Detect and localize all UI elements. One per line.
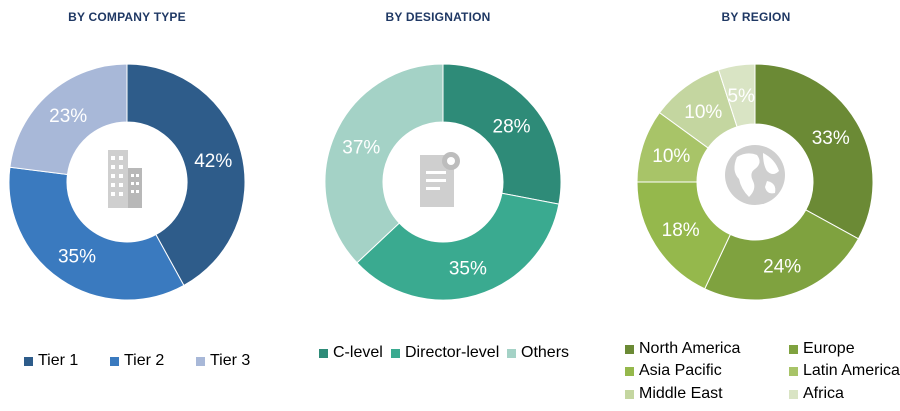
donut-slice-director-level xyxy=(356,192,560,301)
donut-slice-c-level xyxy=(442,63,562,205)
donut-slice-europe xyxy=(704,209,860,301)
legend-swatch xyxy=(110,356,119,366)
data-label: 42% xyxy=(194,151,232,172)
chart-title-region: BY REGION xyxy=(721,10,791,24)
donut-slice-africa xyxy=(717,63,756,128)
legend-label: Middle East xyxy=(639,385,723,402)
legend-item-asia-pacific: Asia Pacific xyxy=(625,362,722,380)
legend-label: Tier 3 xyxy=(210,352,251,369)
legend-item-middle-east: Middle East xyxy=(625,385,723,403)
legend-swatch xyxy=(625,366,634,376)
legend-swatch xyxy=(625,344,634,354)
legend-label: Tier 1 xyxy=(38,352,79,369)
donut-slice-tier-2 xyxy=(8,166,185,301)
data-label: 5% xyxy=(727,86,755,107)
legend-label: Europe xyxy=(803,340,855,357)
data-label: 28% xyxy=(493,116,531,137)
legend-swatch xyxy=(789,344,798,354)
legend-label: C-level xyxy=(333,344,383,361)
legend-item-europe: Europe xyxy=(789,340,855,358)
data-label: 33% xyxy=(812,128,850,149)
data-label: 10% xyxy=(652,146,690,167)
chart-title-company-type: BY COMPANY TYPE xyxy=(68,10,186,24)
legend-swatch xyxy=(24,356,33,366)
data-label: 24% xyxy=(763,257,801,278)
donut-slice-tier-3 xyxy=(9,63,128,176)
building-icon xyxy=(108,150,142,208)
legend-swatch xyxy=(789,366,798,376)
data-label: 37% xyxy=(342,138,380,159)
data-label: 18% xyxy=(662,220,700,241)
legend-swatch xyxy=(196,356,205,366)
document-icon xyxy=(420,152,460,207)
legend-label: Africa xyxy=(803,385,844,402)
legend-item-africa: Africa xyxy=(789,385,844,403)
legend-label: Latin America xyxy=(803,362,900,379)
legend-swatch xyxy=(625,389,634,399)
donut-slice-others xyxy=(324,63,444,264)
legend-label: North America xyxy=(639,340,741,357)
legend-item-tier-3: Tier 3 xyxy=(196,352,250,370)
legend-label: Asia Pacific xyxy=(639,362,722,379)
data-label: 23% xyxy=(49,106,87,127)
legend-swatch xyxy=(391,348,400,358)
legend-item-latin-america: Latin America xyxy=(789,362,900,380)
legend-item-director-level: Director-level xyxy=(391,344,499,362)
legend-label: Tier 2 xyxy=(124,352,165,369)
legend-label: Director-level xyxy=(405,344,500,361)
legend-item-c-level: C-level xyxy=(319,344,383,362)
legend-swatch xyxy=(319,348,328,358)
chart-title-designation: BY DESIGNATION xyxy=(385,10,491,24)
donut-region: 33%24%18%10%10%5% xyxy=(636,63,874,301)
donut-slice-north-america xyxy=(754,63,874,240)
legend-item-tier-2: Tier 2 xyxy=(110,352,164,370)
donut-designation: 28% 35% 37% xyxy=(324,63,562,301)
donut-company-type: 42% 35% 23% xyxy=(8,63,246,301)
legend-item-north-america: North America xyxy=(625,340,740,358)
legend-swatch xyxy=(789,389,798,399)
legend-swatch xyxy=(507,348,516,358)
legend-label: Others xyxy=(521,344,570,361)
donut-slice-tier-1 xyxy=(126,63,246,287)
data-label: 10% xyxy=(684,102,722,123)
data-label: 35% xyxy=(449,258,487,279)
globe-icon xyxy=(725,145,785,205)
data-label: 35% xyxy=(58,247,96,268)
legend-item-others: Others xyxy=(507,344,569,362)
legend-item-tier-1: Tier 1 xyxy=(24,352,78,370)
